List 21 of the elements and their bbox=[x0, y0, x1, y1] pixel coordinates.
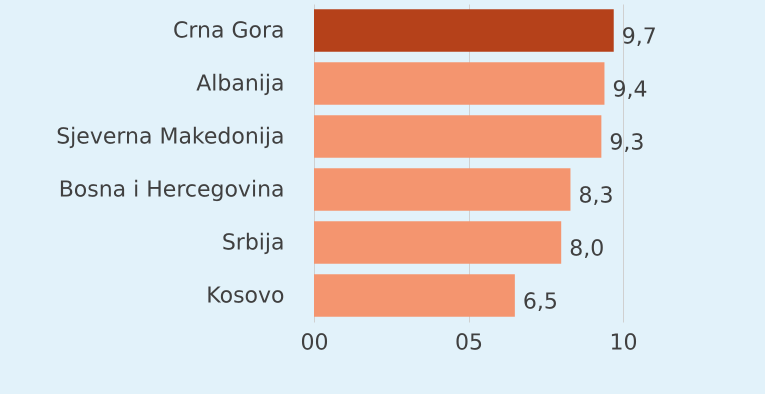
x-tick-label: 00 bbox=[300, 330, 328, 356]
data-label: 9,4 bbox=[612, 78, 648, 102]
x-tick-label: 05 bbox=[455, 330, 483, 356]
y-tick-label: Srbija bbox=[222, 230, 284, 256]
bar bbox=[314, 168, 570, 211]
x-tick-label: 10 bbox=[610, 330, 638, 356]
y-tick-label: Sjeverna Makedonija bbox=[56, 124, 284, 150]
y-tick-label: Bosna i Hercegovina bbox=[58, 178, 284, 202]
bar bbox=[314, 221, 562, 264]
data-label: 9,7 bbox=[622, 24, 657, 50]
bar bbox=[314, 62, 604, 105]
y-tick-label: Kosovo bbox=[206, 284, 284, 308]
data-label: 8,3 bbox=[578, 184, 614, 208]
y-tick-label: Albanija bbox=[196, 72, 284, 96]
bar bbox=[314, 9, 614, 52]
bar bbox=[314, 274, 515, 317]
data-label: 6,5 bbox=[522, 290, 558, 314]
y-tick-label: Crna Gora bbox=[173, 18, 284, 44]
data-label: 8,0 bbox=[569, 236, 604, 262]
bar bbox=[314, 115, 602, 158]
data-label: 9,3 bbox=[609, 130, 644, 156]
